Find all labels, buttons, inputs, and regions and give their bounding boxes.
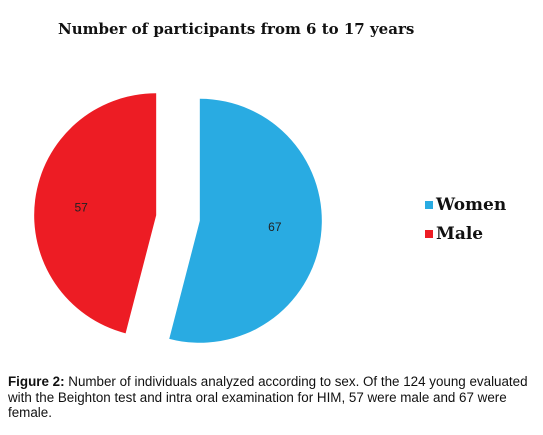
chart-title: Number of participants from 6 to 17 year… [58,20,415,38]
legend-item-women: Women [425,190,506,219]
caption-text: Number of individuals analyzed according… [8,374,528,420]
legend-item-male: Male [425,219,506,248]
pie-slice-women [169,98,322,343]
legend-label-male: Male [436,223,484,244]
data-label-women: 67 [268,220,282,234]
legend-label-women: Women [436,194,507,215]
pie-chart: 67 57 [34,93,322,343]
figure-caption: Figure 2: Number of individuals analyzed… [8,374,534,421]
legend-swatch-male [425,229,433,238]
legend: Women Male [425,190,506,248]
caption-label: Figure 2: [8,374,65,389]
legend-swatch-women [425,200,433,209]
pie-slice-male [34,93,157,334]
data-label-male: 57 [74,200,88,214]
